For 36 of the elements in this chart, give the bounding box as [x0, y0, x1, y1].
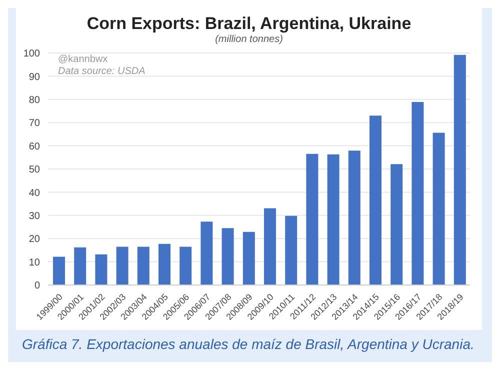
text: Gráfica 7. Exportaciones anuales de maíz de Brasil, Argentina y Ucrania. [22, 336, 474, 352]
y-tick-label: 80 [28, 94, 40, 106]
bar [242, 232, 255, 285]
bar [432, 132, 445, 285]
bar [158, 244, 170, 285]
bar [53, 256, 65, 285]
chart-title: Corn Exports: Brazil, Argentina, Ukraine [86, 14, 412, 34]
bar [412, 102, 424, 285]
bar [180, 246, 192, 285]
y-tick-label: 60 [28, 141, 40, 152]
y-tick-label: 100 [23, 48, 40, 60]
annotation: Data source: USDA [58, 66, 146, 78]
bar [390, 164, 403, 285]
bar [306, 154, 318, 285]
bar [370, 116, 382, 285]
bar [264, 208, 276, 285]
y-tick-label: 20 [28, 234, 40, 246]
y-tick-label: 90 [28, 72, 40, 83]
bar [285, 216, 298, 285]
y-tick-label: 0 [34, 280, 40, 292]
bar [348, 150, 360, 285]
bar [95, 254, 108, 285]
y-tick-label: 10 [28, 257, 40, 268]
y-tick-label: 50 [28, 164, 40, 176]
chart-subtitle: (million tonnes) [214, 34, 284, 45]
bar [200, 222, 213, 285]
bar [137, 246, 150, 285]
bar [222, 228, 234, 285]
bar [327, 154, 340, 285]
y-tick-label: 70 [28, 118, 40, 130]
y-tick-label: 30 [28, 210, 40, 222]
bar [116, 246, 128, 285]
annotation: @kannbwx [58, 54, 109, 66]
bar [74, 247, 86, 285]
y-tick-label: 40 [28, 188, 40, 199]
bar [454, 54, 466, 285]
